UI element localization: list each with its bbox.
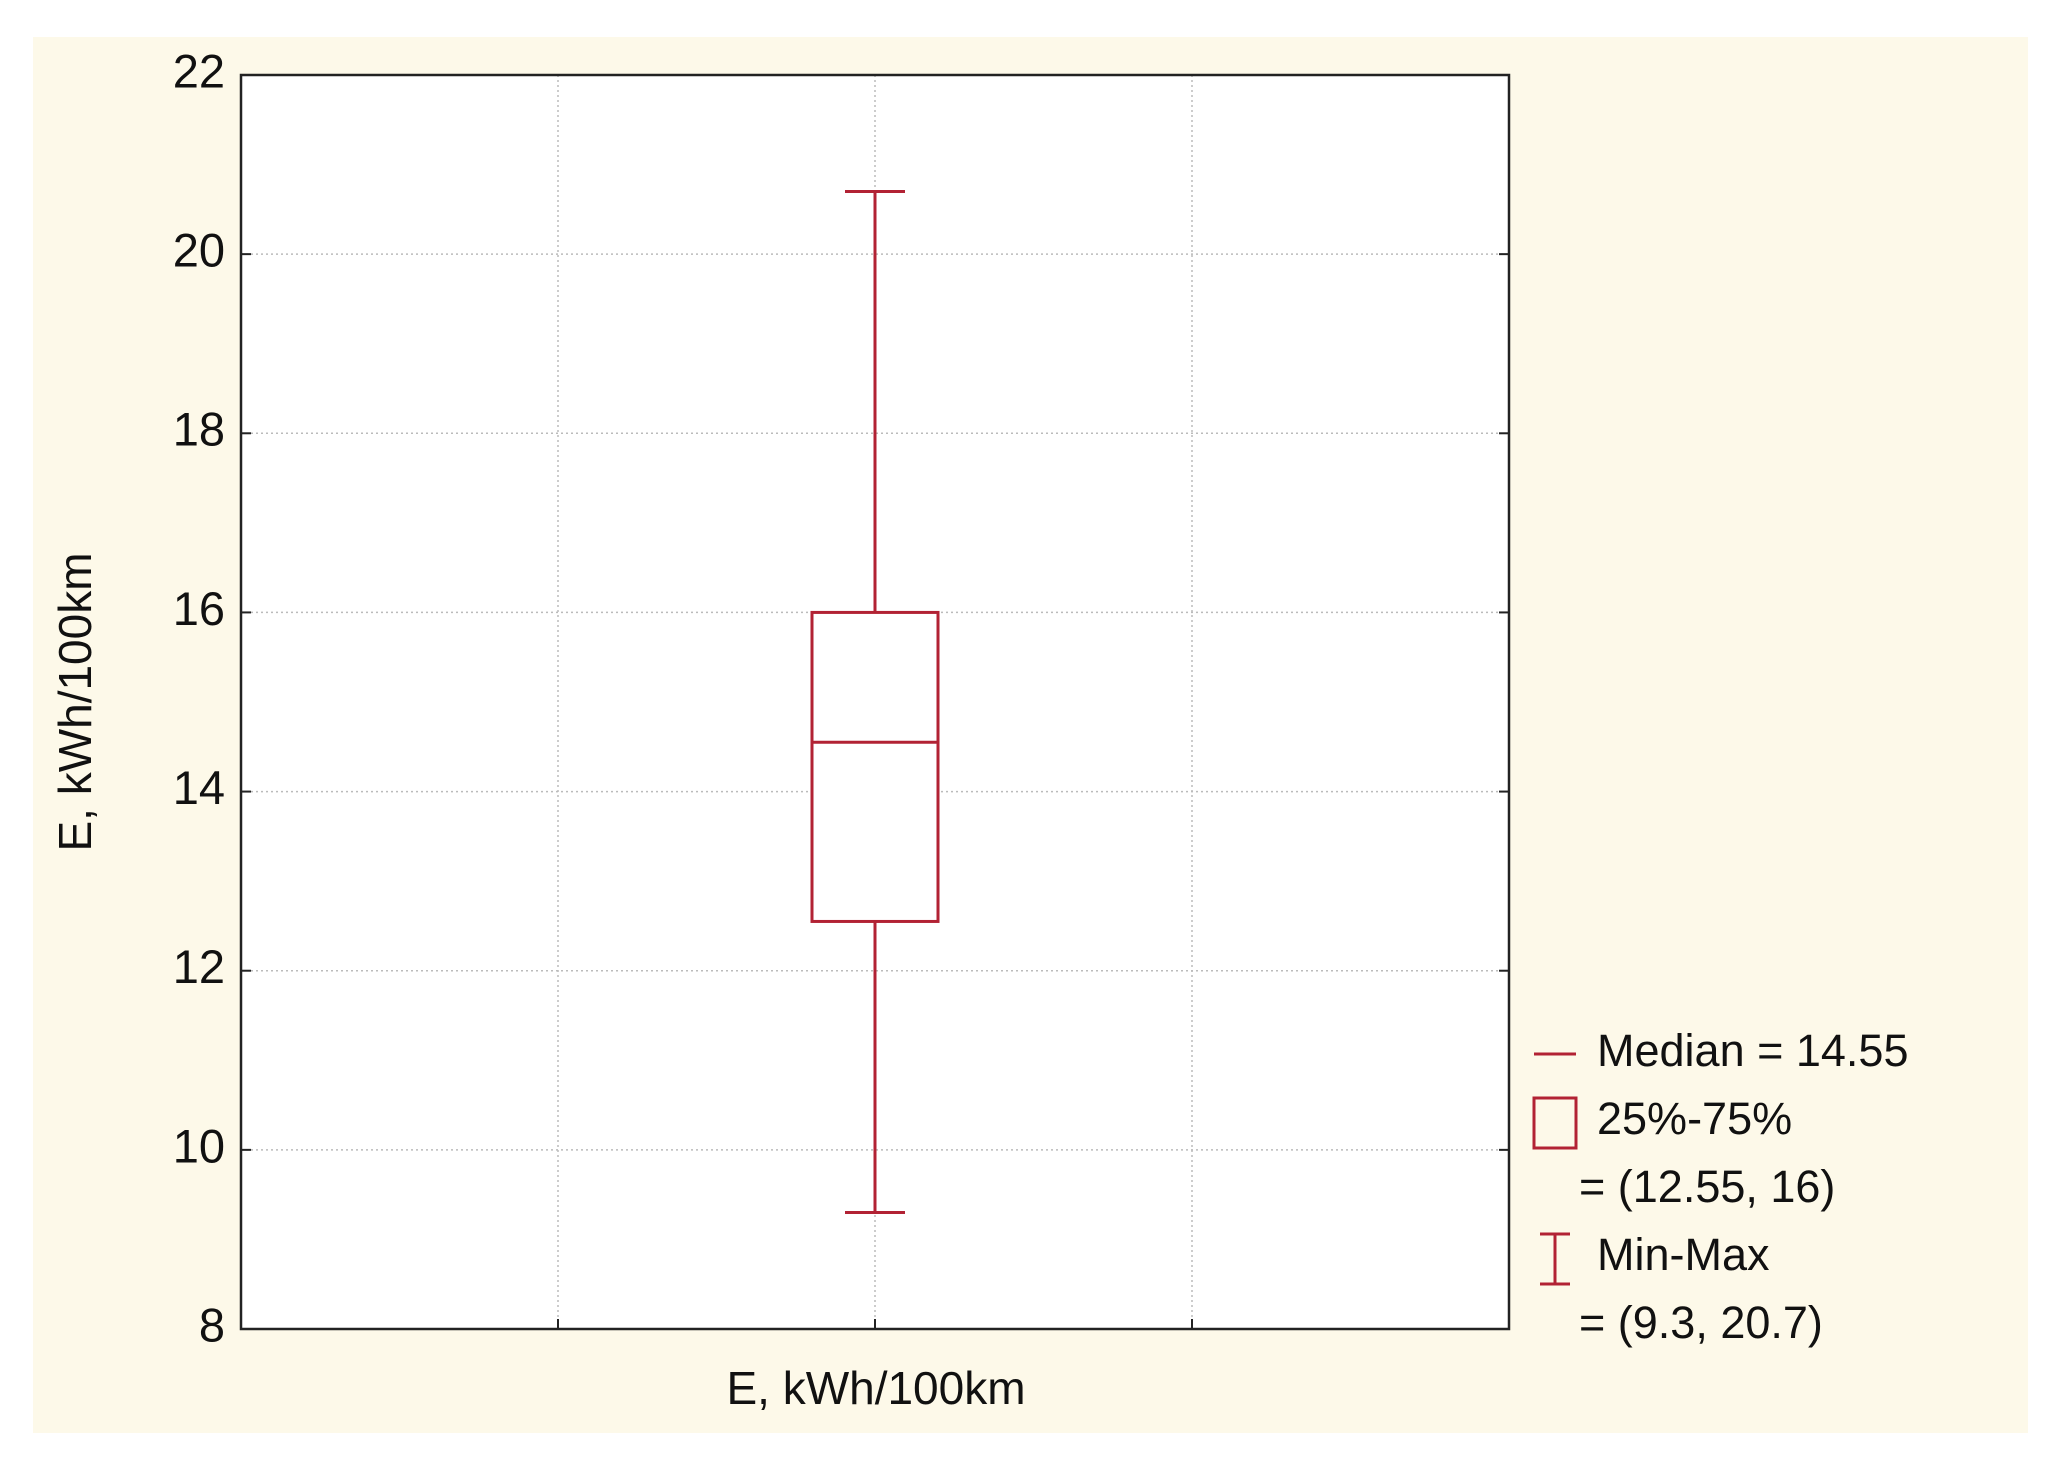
legend-label: = (12.55, 16) [1579, 1161, 1835, 1212]
y-tick-label: 8 [199, 1298, 225, 1351]
legend-label: Min-Max [1597, 1229, 1770, 1280]
plot-frame [239, 73, 1511, 1331]
y-tick-label: 22 [173, 44, 225, 97]
y-tick-label: 16 [173, 582, 225, 635]
y-tick-label: 18 [173, 403, 225, 456]
y-axis-label: E, kWh/100km [49, 552, 101, 851]
legend-label: = (9.3, 20.7) [1579, 1297, 1823, 1348]
y-tick-label: 20 [173, 224, 225, 277]
y-tick-label: 12 [173, 940, 225, 993]
box-iqr [810, 610, 940, 923]
legend-label: 25%-75% [1597, 1093, 1792, 1144]
y-tick-label: 14 [173, 761, 225, 814]
y-tick-label: 10 [173, 1119, 225, 1172]
x-axis-label: E, kWh/100km [726, 1362, 1025, 1414]
legend-icon-box [1532, 1096, 1578, 1150]
marks [810, 189, 940, 1215]
legend-label: Median = 14.55 [1597, 1025, 1908, 1076]
